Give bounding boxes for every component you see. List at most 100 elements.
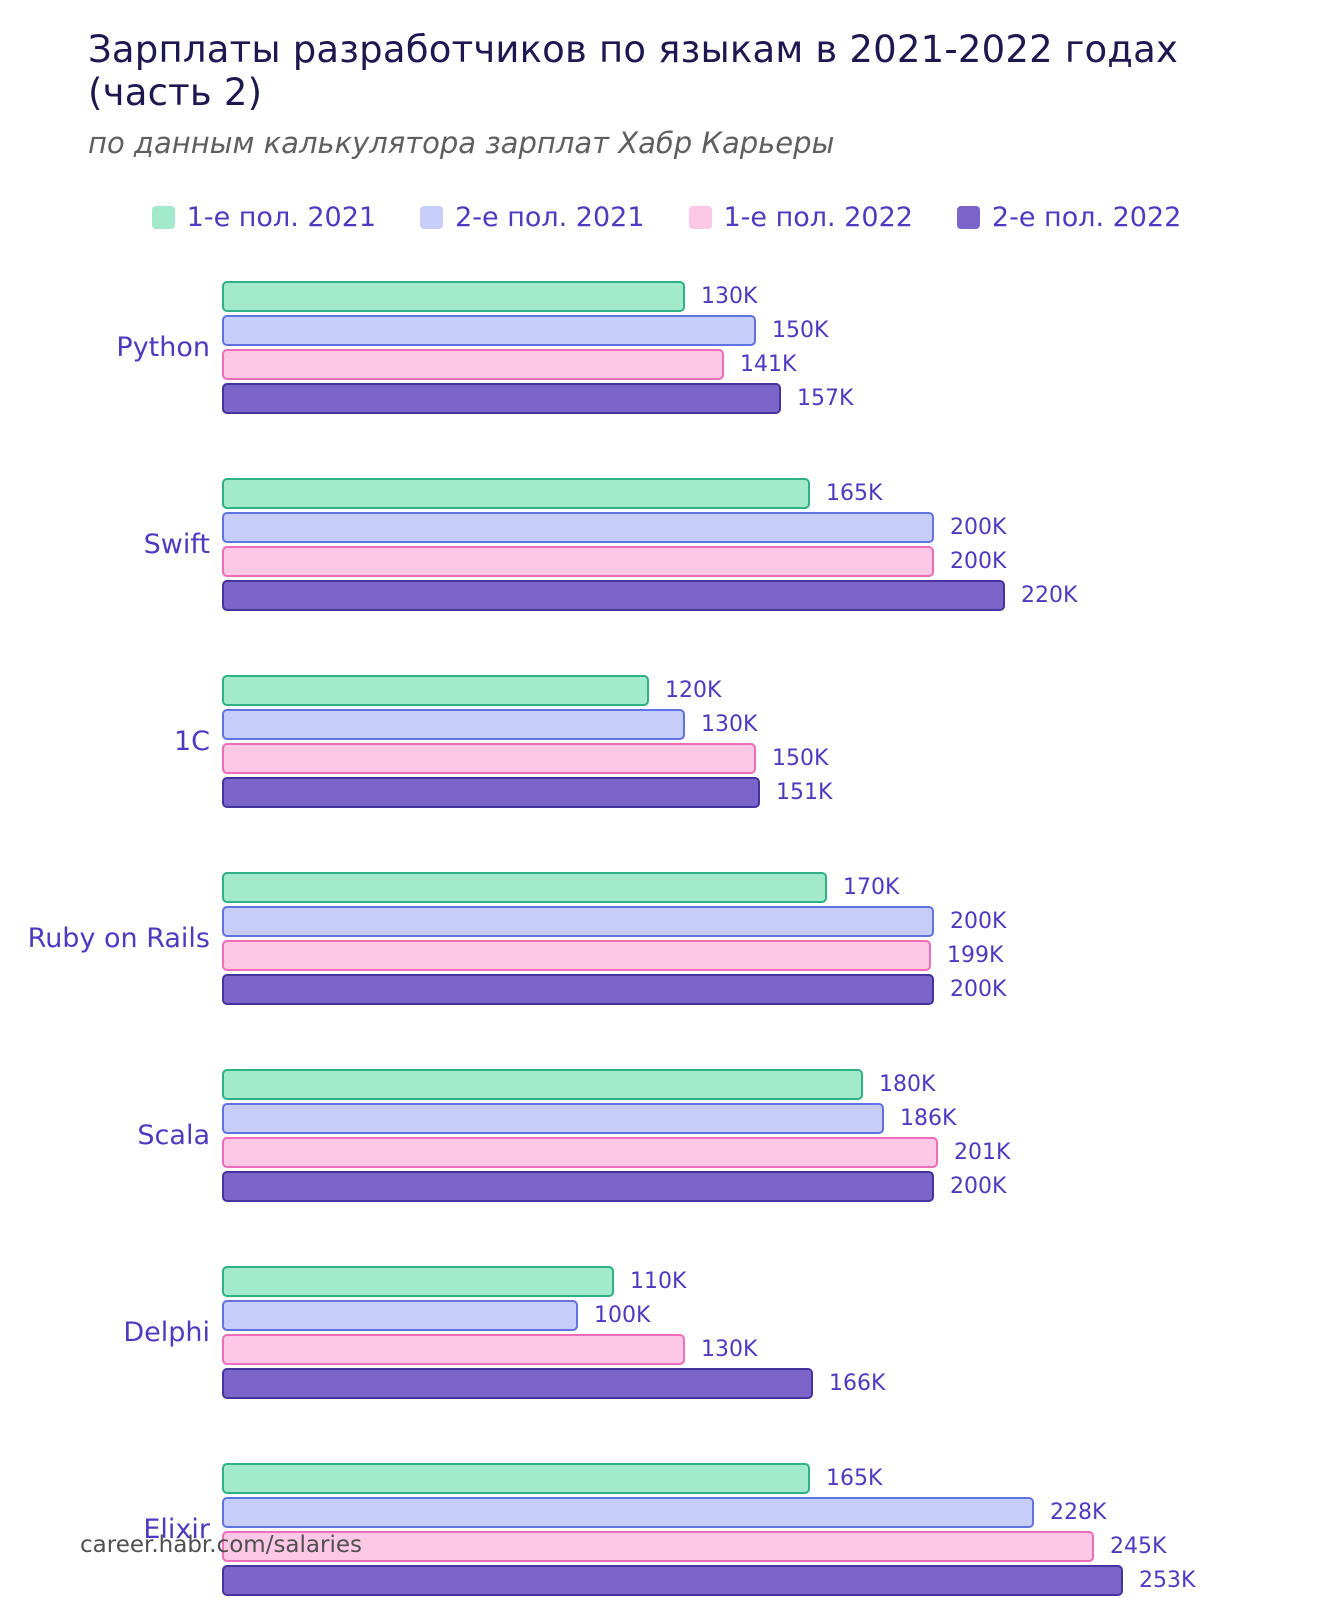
category-label: 1C [173, 726, 210, 757]
bar-row: 186K [222, 1103, 1313, 1134]
bar [222, 281, 685, 312]
legend-label: 1-е пол. 2021 [186, 202, 377, 233]
category-label: Scala [137, 1120, 210, 1151]
category-group: Scala 180K 186K 201K 200K [20, 1069, 1313, 1202]
legend-label: 2-е пол. 2021 [455, 202, 645, 233]
bar-value-label: 110K [630, 1269, 687, 1294]
bar-stack: 165K 200K 200K 220K [222, 478, 1313, 611]
bar [222, 1171, 934, 1202]
bar-stack: 120K 130K 150K 151K [222, 675, 1313, 808]
legend-label: 1-е пол. 2022 [723, 202, 913, 233]
bar [222, 315, 756, 346]
category-label: Elixir [143, 1514, 210, 1545]
bar-row: 200K [222, 512, 1313, 543]
bar-value-label: 165K [826, 481, 883, 506]
legend-item[interactable]: 1-е пол. 2021 [151, 202, 377, 233]
bar-row: 166K [222, 1368, 1313, 1399]
category-label: Python [116, 332, 210, 363]
bar [222, 512, 934, 543]
bar [222, 1368, 813, 1399]
bar-row: 180K [222, 1069, 1313, 1100]
bar-row: 200K [222, 546, 1313, 577]
bar-row: 199K [222, 940, 1313, 971]
bar-row: 253K [222, 1565, 1313, 1596]
bar [222, 1531, 1094, 1562]
legend-swatch [956, 206, 980, 229]
bar [222, 1565, 1123, 1596]
legend-item[interactable]: 1-е пол. 2022 [688, 202, 913, 233]
bar-value-label: 253K [1139, 1568, 1196, 1593]
bar-row: 130K [222, 1334, 1313, 1365]
bar [222, 974, 934, 1005]
bar-value-label: 150K [772, 318, 829, 343]
bar [222, 675, 649, 706]
bar-row: 130K [222, 709, 1313, 740]
category-group: Delphi 110K 100K 130K 166K [20, 1266, 1313, 1399]
category-group: Ruby on Rails 170K 200K 199K 200K [20, 872, 1313, 1005]
bar-row: 165K [222, 1463, 1313, 1494]
bar-value-label: 130K [701, 712, 758, 737]
bar-row: 157K [222, 383, 1313, 414]
bar-value-label: 165K [826, 1466, 883, 1491]
category-group: 1C 120K 130K 150K 151K [20, 675, 1313, 808]
bar [222, 1497, 1034, 1528]
bar-stack: 170K 200K 199K 200K [222, 872, 1313, 1005]
bar [222, 872, 827, 903]
legend-item[interactable]: 2-е пол. 2021 [420, 202, 645, 233]
bar-row: 165K [222, 478, 1313, 509]
bar [222, 1300, 578, 1331]
category-label: Swift [143, 529, 210, 560]
bar-value-label: 220K [1021, 583, 1078, 608]
bar [222, 709, 685, 740]
bar-value-label: 130K [701, 284, 758, 309]
legend-swatch [420, 206, 444, 229]
bar-value-label: 201K [954, 1140, 1011, 1165]
bar-row: 120K [222, 675, 1313, 706]
bar-value-label: 228K [1050, 1500, 1107, 1525]
bar [222, 1103, 884, 1134]
bar [222, 1137, 938, 1168]
bar-row: 200K [222, 1171, 1313, 1202]
bar [222, 1069, 863, 1100]
bar-row: 151K [222, 777, 1313, 808]
bar-value-label: 151K [776, 780, 833, 805]
bar-row: 201K [222, 1137, 1313, 1168]
bar-value-label: 186K [900, 1106, 957, 1131]
legend-label: 2-е пол. 2022 [991, 202, 1182, 233]
bar-stack: 180K 186K 201K 200K [222, 1069, 1313, 1202]
bar-value-label: 245K [1110, 1534, 1167, 1559]
bar-value-label: 199K [947, 943, 1004, 968]
bar-value-label: 200K [950, 549, 1007, 574]
bar-row: 150K [222, 315, 1313, 346]
bar-value-label: 180K [879, 1072, 936, 1097]
bar-row: 245K [222, 1531, 1313, 1562]
bar-value-label: 200K [950, 1174, 1007, 1199]
source-link: career.habr.com/salaries [80, 1532, 362, 1558]
bar-value-label: 170K [843, 875, 900, 900]
bar [222, 1334, 685, 1365]
bar-value-label: 200K [950, 515, 1007, 540]
chart: Python 130K 150K 141K 157K Swift 165K 200K 200K 2… [20, 281, 1313, 1596]
bar [222, 777, 760, 808]
bar [222, 546, 934, 577]
bar-row: 100K [222, 1300, 1313, 1331]
bar [222, 580, 1005, 611]
bar [222, 478, 810, 509]
bar-value-label: 200K [950, 977, 1007, 1002]
category-group: Elixir 165K 228K 245K 253K [20, 1463, 1313, 1596]
bar-stack: 165K 228K 245K 253K [222, 1463, 1313, 1596]
legend: 1-е пол. 2021 2-е пол. 2021 1-е пол. 2022 2… [20, 202, 1313, 233]
category-group: Swift 165K 200K 200K 220K [20, 478, 1313, 611]
bar-value-label: 166K [829, 1371, 886, 1396]
bar-value-label: 120K [665, 678, 722, 703]
legend-item[interactable]: 2-е пол. 2022 [956, 202, 1182, 233]
category-group: Python 130K 150K 141K 157K [20, 281, 1313, 414]
bar [222, 940, 931, 971]
bar-row: 220K [222, 580, 1313, 611]
legend-swatch [688, 206, 712, 229]
legend-swatch [151, 206, 175, 229]
bar-row: 200K [222, 906, 1313, 937]
bar-value-label: 200K [950, 909, 1007, 934]
bar [222, 1266, 614, 1297]
